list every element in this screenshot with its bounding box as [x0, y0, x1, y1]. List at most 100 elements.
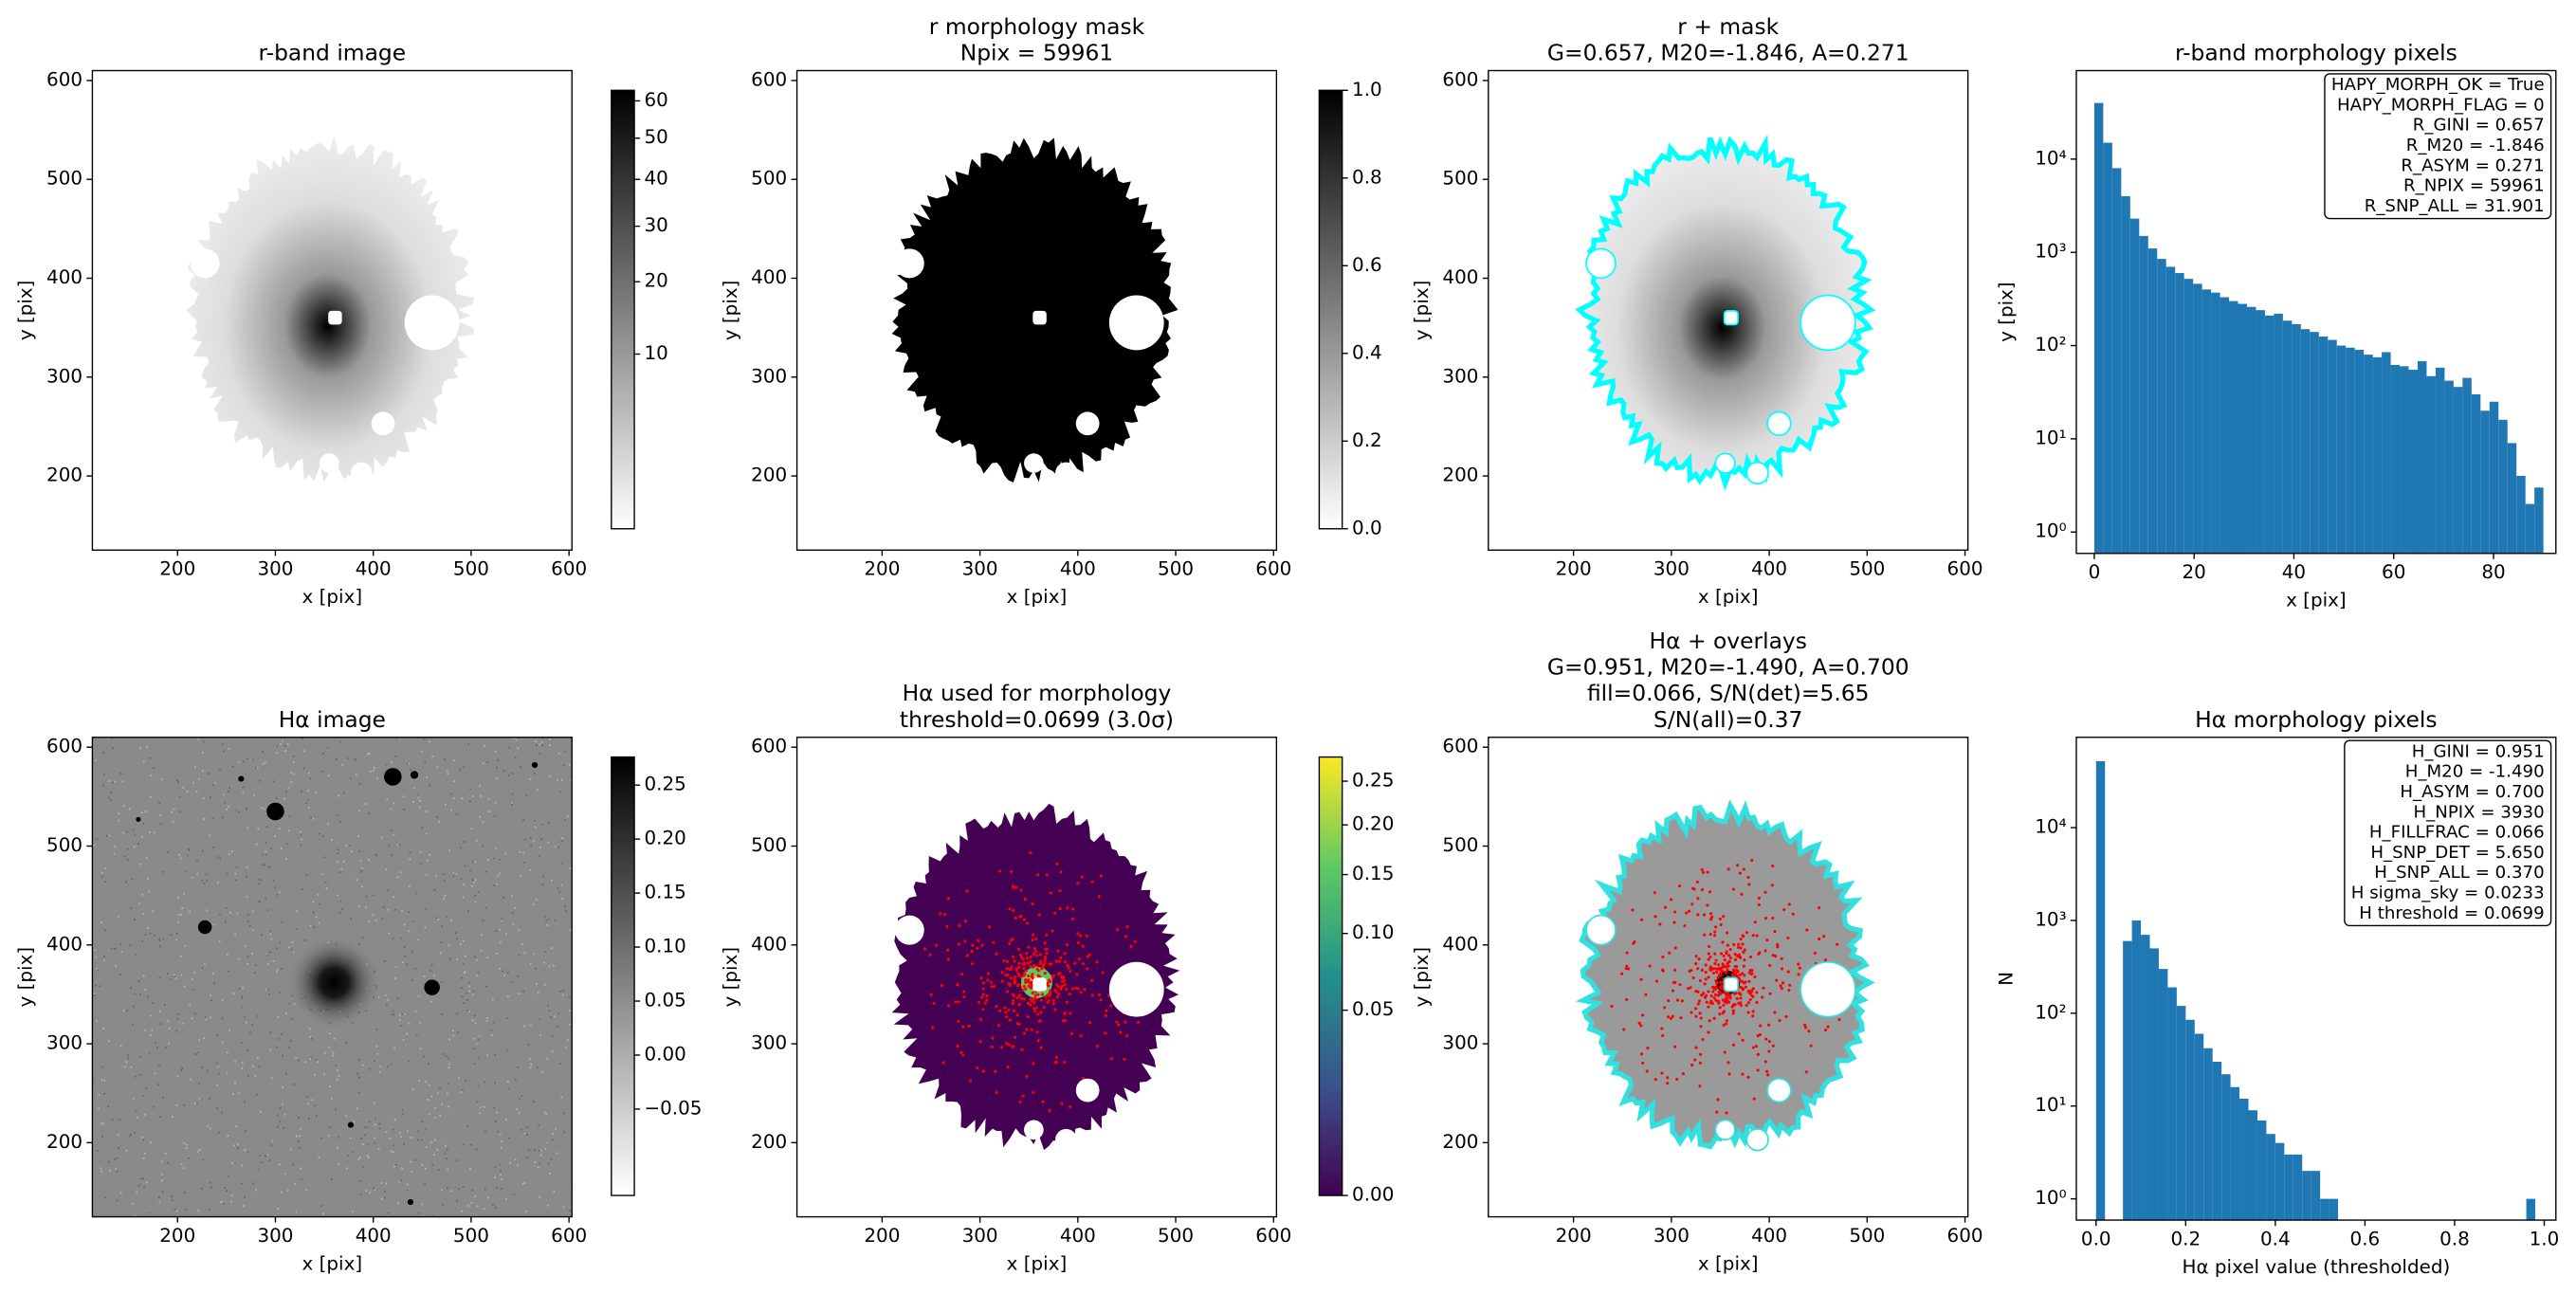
pixel-dot: [1696, 967, 1700, 971]
pixel-dot: [1055, 862, 1059, 866]
noise-pixel: [175, 932, 178, 935]
bar: [2480, 410, 2490, 554]
noise-pixel: [562, 1112, 565, 1115]
noise-pixel: [200, 1098, 202, 1101]
noise-pixel: [519, 850, 521, 853]
noise-pixel: [504, 933, 507, 936]
axes-frame: [2075, 69, 2557, 555]
colorbar-tick-label: 0.15: [1352, 863, 1394, 884]
noise-pixel: [495, 847, 498, 849]
pixel-dot: [1751, 1014, 1755, 1018]
pixel-dot: [1725, 1019, 1728, 1023]
pixel-dot: [1018, 1100, 1022, 1104]
panel-title: S/N(all)=0.37: [1653, 706, 1802, 733]
pixel-dot: [1010, 965, 1014, 969]
noise-pixel: [332, 1051, 335, 1054]
noise-pixel: [170, 934, 173, 937]
pixel-dot: [1739, 993, 1743, 996]
noise-pixel: [398, 737, 401, 739]
noise-pixel: [473, 1014, 476, 1017]
noise-pixel: [222, 742, 224, 745]
noise-pixel: [275, 796, 278, 799]
noise-pixel: [547, 1204, 549, 1207]
pixel-dot: [1754, 1045, 1759, 1048]
pixel-dot: [1079, 991, 1083, 994]
noise-pixel: [434, 1117, 436, 1120]
noise-pixel: [221, 999, 224, 1001]
pixel-dot: [1015, 995, 1019, 1000]
noise-pixel: [202, 751, 205, 754]
noise-pixel: [290, 772, 292, 774]
pixel-dot: [1749, 972, 1753, 976]
noise-pixel: [126, 859, 129, 862]
noise-pixel: [137, 1185, 140, 1187]
pixel-dot: [1031, 938, 1034, 942]
noise-pixel: [433, 975, 435, 976]
noise-pixel: [155, 1042, 156, 1045]
noise-pixel: [424, 926, 427, 929]
noise-pixel: [521, 942, 523, 945]
noise-pixel: [391, 1013, 393, 1016]
pixel-dot: [1057, 972, 1061, 976]
noise-pixel: [372, 914, 375, 916]
noise-pixel: [392, 1151, 394, 1153]
noise-pixel: [318, 902, 320, 905]
noise-pixel: [533, 1101, 535, 1103]
noise-pixel: [547, 1162, 550, 1165]
pixel-dot: [1727, 959, 1731, 963]
bar: [2095, 760, 2106, 1221]
pixel-dot: [986, 972, 991, 975]
pixel-dot: [1025, 957, 1029, 960]
masked-hole: [1766, 1077, 1792, 1103]
noise-pixel: [479, 1112, 482, 1115]
y-tick-label: 400: [1442, 266, 1478, 288]
noise-pixel: [247, 914, 249, 916]
pixel-dot: [1738, 955, 1742, 959]
noise-pixel: [177, 781, 179, 784]
x-tick-label: 300: [257, 1225, 293, 1247]
noise-pixel: [297, 1140, 300, 1142]
noise-pixel: [288, 946, 290, 949]
noise-pixel: [492, 1021, 495, 1024]
pixel-dot: [1704, 963, 1708, 967]
noise-pixel: [461, 995, 464, 998]
masked-hole: [1024, 1120, 1044, 1140]
noise-pixel: [477, 971, 480, 974]
noise-pixel: [564, 1047, 567, 1048]
pixel-dot: [976, 946, 979, 951]
pixel-dot: [1013, 959, 1016, 963]
pixel-dot: [1775, 978, 1779, 982]
noise-pixel: [186, 854, 189, 857]
noise-pixel: [507, 995, 509, 997]
noise-pixel: [450, 1190, 453, 1193]
noise-pixel: [199, 1148, 201, 1151]
noise-pixel: [292, 1163, 295, 1166]
pixel-dot: [1648, 964, 1652, 968]
noise-pixel: [568, 995, 571, 998]
noise-pixel: [455, 873, 458, 876]
y-tick-label: 500: [751, 834, 787, 856]
pixel-dot: [1671, 1014, 1674, 1018]
pixel-dot: [1086, 955, 1089, 958]
noise-pixel: [138, 863, 141, 866]
noise-pixel: [427, 1099, 429, 1101]
pixel-dot: [1726, 867, 1730, 871]
stats-line: H_M20 = -1.490: [2405, 762, 2545, 782]
noise-pixel: [175, 939, 177, 941]
noise-pixel: [247, 1151, 249, 1154]
noise-pixel: [310, 1056, 313, 1059]
pixel-dot: [1063, 983, 1067, 987]
stats-box-frame: [2324, 73, 2552, 220]
pixel-dot: [1067, 966, 1070, 970]
pixel-dot: [1043, 972, 1047, 975]
noise-pixel: [501, 1178, 502, 1180]
pixel-dot: [982, 981, 986, 985]
noise-pixel: [513, 738, 515, 739]
pixel-dot: [1060, 1102, 1064, 1105]
noise-pixel: [347, 1155, 350, 1157]
pixel-dot: [1818, 906, 1821, 910]
pixel-dot: [1725, 1111, 1728, 1115]
pixel-dot: [1704, 971, 1708, 975]
pixel-dot: [1038, 961, 1042, 965]
